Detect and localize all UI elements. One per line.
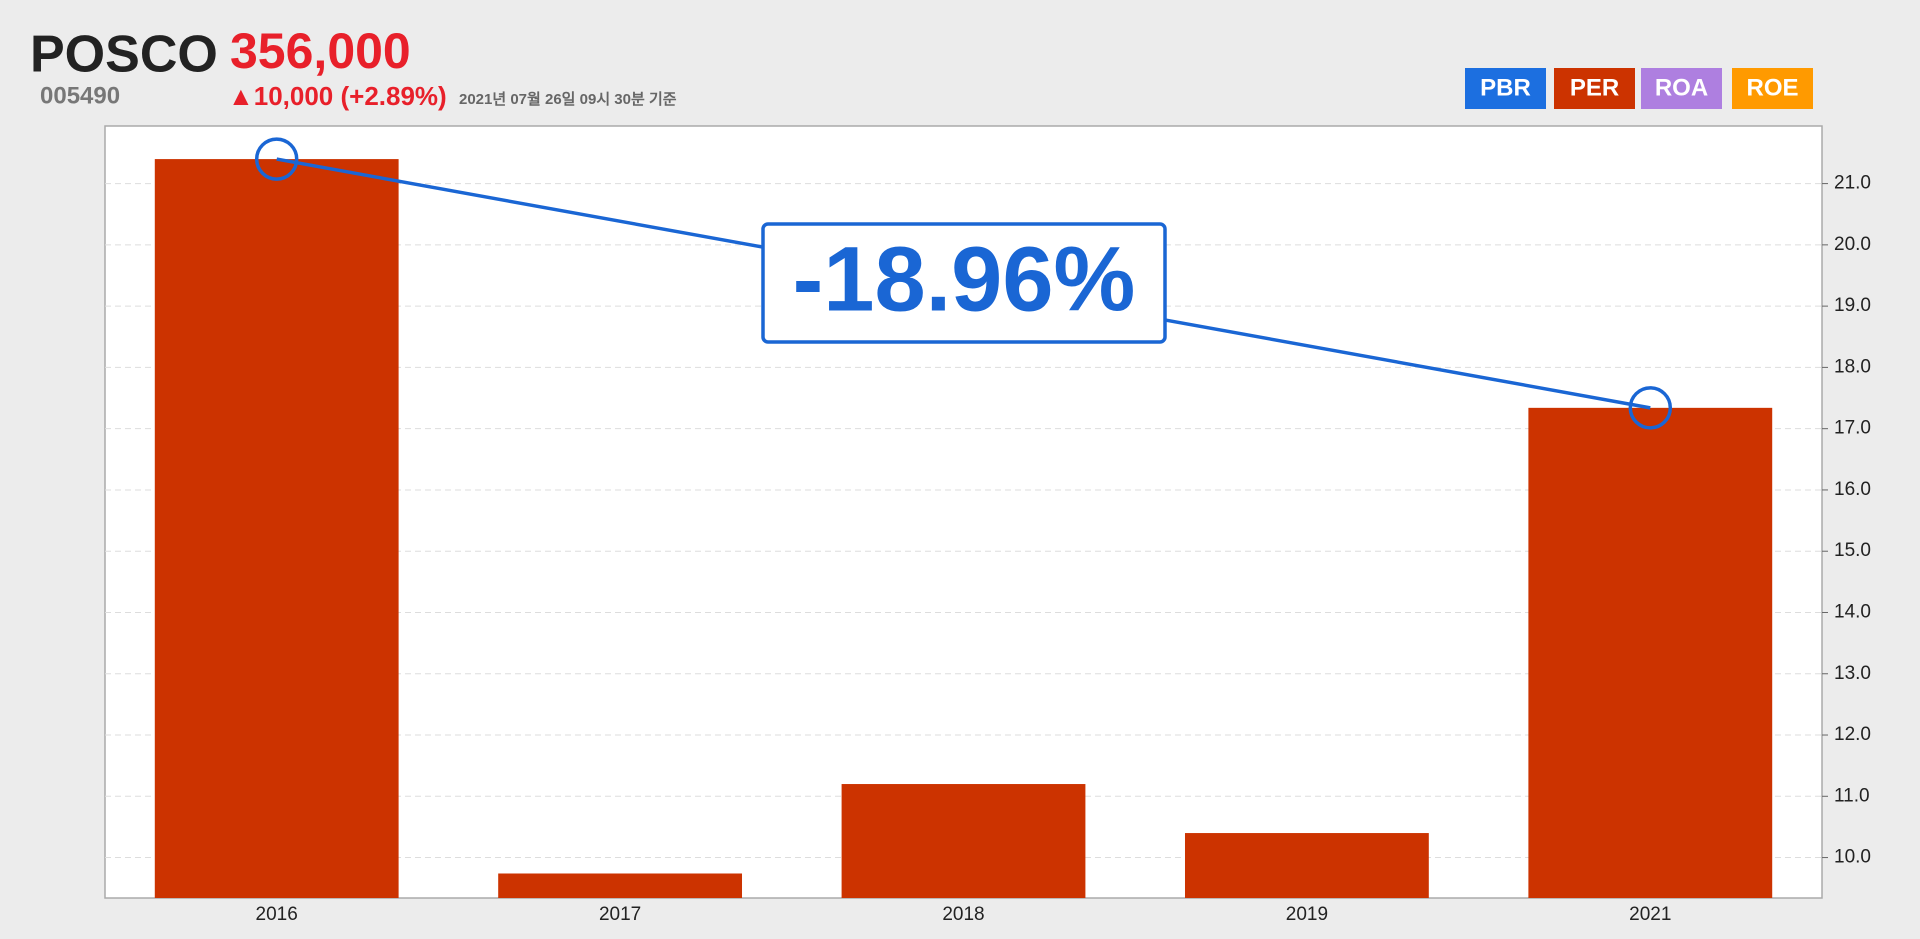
annotation: -18.96% <box>793 228 1136 330</box>
y-tick-label: 14.0 <box>1834 601 1871 622</box>
y-tick-label: 16.0 <box>1834 479 1871 500</box>
metric-button-label[interactable]: ROE <box>1746 74 1798 101</box>
bar <box>1528 407 1773 898</box>
stock-price: 356,000 <box>230 23 411 79</box>
y-tick-label: 13.0 <box>1834 663 1871 684</box>
metric-button[interactable] <box>1465 68 1546 109</box>
stock-code: 005490 <box>40 82 120 109</box>
bar <box>154 159 399 899</box>
metric-button-label[interactable]: ROA <box>1655 74 1708 101</box>
x-tick-label: 2018 <box>942 904 984 925</box>
y-tick-label: 12.0 <box>1834 724 1871 745</box>
y-tick-label: 11.0 <box>1834 785 1870 806</box>
timestamp: 2021년 07월 26일 09시 30분 기준 <box>459 91 677 108</box>
x-tick-label: 2016 <box>256 904 298 925</box>
metric-button-label[interactable]: PBR <box>1480 74 1531 101</box>
metric-button[interactable] <box>1641 68 1722 109</box>
y-tick-label: 15.0 <box>1834 540 1871 561</box>
y-tick-label: 10.0 <box>1834 847 1871 868</box>
y-tick-label: 19.0 <box>1834 295 1871 316</box>
metric-button[interactable] <box>1732 68 1813 109</box>
annotation-box <box>761 222 1167 344</box>
bar <box>841 784 1086 898</box>
y-tick-label: 18.0 <box>1834 356 1871 377</box>
x-tick-label: 2019 <box>1286 904 1328 925</box>
y-tick-label: 20.0 <box>1834 234 1871 255</box>
y-tick-label: 21.0 <box>1834 173 1871 194</box>
metric-button-label[interactable]: PER <box>1570 74 1619 101</box>
x-tick-label: 2017 <box>599 904 641 925</box>
price-change: ▲10,000 (+2.89%) <box>228 81 447 111</box>
bar <box>1184 833 1429 898</box>
change-point <box>1628 386 1673 430</box>
metric-button[interactable] <box>1554 68 1635 109</box>
y-tick-label: 17.0 <box>1834 418 1871 439</box>
bar <box>498 873 743 898</box>
x-tick-label: 2021 <box>1629 904 1671 925</box>
change-point <box>254 137 299 181</box>
stock-name: POSCO <box>30 26 218 84</box>
